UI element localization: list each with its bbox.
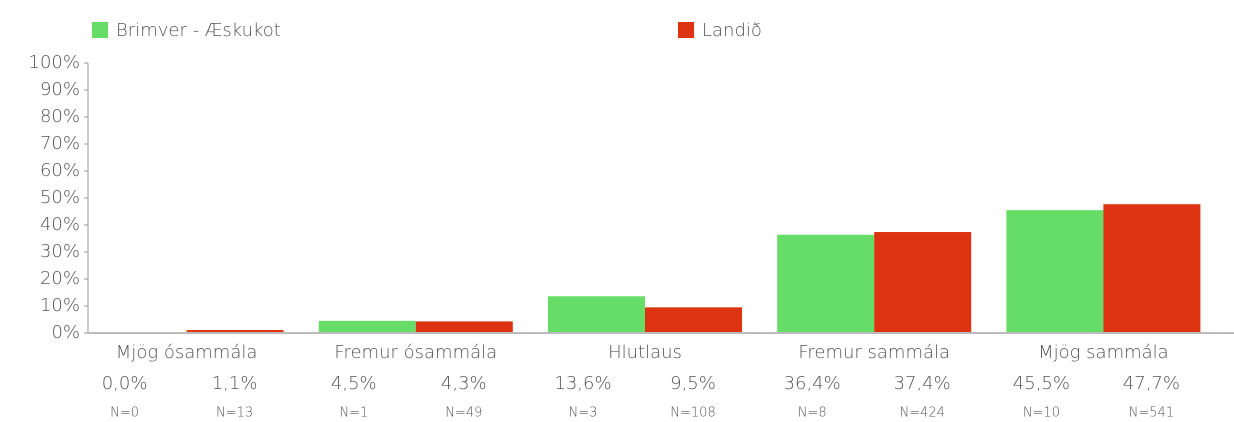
y-tick-label: 40% <box>40 214 80 235</box>
y-tick-label: 90% <box>40 79 80 100</box>
value-label: 4,5% <box>331 373 377 394</box>
n-label: N=49 <box>445 406 482 421</box>
y-tick-label: 10% <box>40 295 80 316</box>
n-label: N=3 <box>569 406 598 421</box>
x-tick-label: Mjög sammála <box>1038 342 1169 363</box>
bar <box>777 234 875 333</box>
n-label: N=541 <box>1129 406 1174 421</box>
bar <box>548 296 645 333</box>
value-label: 9,5% <box>670 373 716 394</box>
x-tick-label: Fremur ósammála <box>334 342 497 363</box>
y-tick-label: 70% <box>40 133 80 154</box>
n-label: N=13 <box>216 406 253 421</box>
bar <box>186 330 284 333</box>
n-label: N=10 <box>1023 406 1060 421</box>
x-tick-label: Mjög ósammála <box>116 342 258 363</box>
value-label: 0,0% <box>102 373 148 394</box>
n-label: N=424 <box>899 406 944 421</box>
n-label: N=1 <box>339 406 368 421</box>
y-tick-label: 20% <box>40 268 80 289</box>
y-tick-label: 0% <box>51 322 80 343</box>
y-tick-label: 60% <box>40 160 80 181</box>
n-label: N=8 <box>798 406 827 421</box>
legend-label: Landið <box>702 20 762 41</box>
x-tick-label: Hlutlaus <box>608 342 682 363</box>
value-label: 37,4% <box>894 373 951 394</box>
value-label: 47,7% <box>1123 373 1180 394</box>
bar <box>874 232 972 333</box>
y-tick-label: 30% <box>40 241 80 262</box>
y-tick-label: 80% <box>40 106 80 127</box>
bar <box>318 320 416 333</box>
n-label: N=108 <box>670 406 715 421</box>
value-label: 4,3% <box>441 373 487 394</box>
legend-swatch <box>678 22 694 38</box>
y-tick-label: 100% <box>29 52 80 73</box>
y-tick-label: 50% <box>40 187 80 208</box>
bar <box>645 307 742 333</box>
value-label: 1,1% <box>212 373 258 394</box>
n-label: N=0 <box>110 406 139 421</box>
value-label: 36,4% <box>784 373 841 394</box>
bar <box>1103 204 1201 333</box>
legend-label: Brimver - Æskukot <box>116 20 281 41</box>
legend-swatch <box>92 22 108 38</box>
x-tick-label: Fremur sammála <box>798 342 950 363</box>
value-label: 45,5% <box>1013 373 1070 394</box>
bar <box>1006 210 1104 333</box>
bar <box>415 321 513 333</box>
value-label: 13,6% <box>554 373 611 394</box>
